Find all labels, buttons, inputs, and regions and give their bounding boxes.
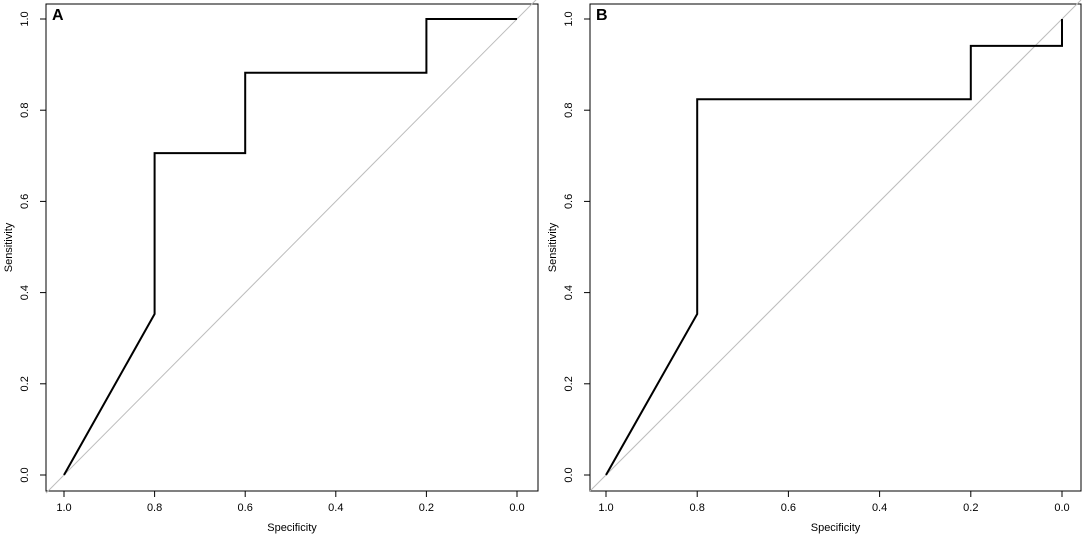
panel-label: B <box>596 7 608 24</box>
plot-frame <box>45 3 539 492</box>
y-axis-title: Sensitivity <box>3 222 15 272</box>
roc-curve <box>63 18 517 476</box>
y-tick-label: 0.0 <box>563 467 575 482</box>
x-tick-label: 0.6 <box>781 502 796 514</box>
y-axis-title: Sensitivity <box>547 222 559 272</box>
y-tick-label: 0.6 <box>563 194 575 209</box>
x-tick-label: 1.0 <box>598 502 613 514</box>
x-tick-label: 0.6 <box>238 502 253 514</box>
x-tick-label: 0.4 <box>872 502 887 514</box>
reference-diagonal <box>589 0 1082 492</box>
x-tick-label: 0.8 <box>147 502 162 514</box>
y-tick-label: 0.2 <box>19 376 31 391</box>
x-axis-title: Specificity <box>811 522 861 534</box>
y-tick-label: 0.6 <box>19 194 31 209</box>
panel-b: B 1.0 0.8 0.6 0.4 0.2 0.0 0.0 0.2 0.4 0.6 0.8 1.0 Spe… <box>547 0 1082 534</box>
panel-a: A 1.0 0.8 0.6 0.4 0.2 0.0 0.0 0.2 0.4 0.6 0.8 1.0 Spe… <box>3 0 539 534</box>
y-tick-label: 1.0 <box>563 11 575 26</box>
x-tick-label: 0.4 <box>328 502 343 514</box>
x-tick-label: 0.2 <box>963 502 978 514</box>
y-tick-label: 1.0 <box>19 11 31 26</box>
plot-frame <box>589 3 1082 492</box>
y-tick-label: 0.2 <box>563 376 575 391</box>
roc-curve <box>605 19 1063 476</box>
x-tick-label: 0.8 <box>690 502 705 514</box>
reference-diagonal <box>45 0 537 494</box>
x-tick-label: 0.2 <box>419 502 434 514</box>
y-tick-label: 0.4 <box>563 285 575 300</box>
panel-label: A <box>52 7 64 24</box>
y-tick-label: 0.8 <box>19 103 31 118</box>
x-axis-title: Specificity <box>267 522 317 534</box>
y-tick-label: 0.0 <box>19 467 31 482</box>
x-tick-label: 0.0 <box>1054 502 1069 514</box>
x-tick-label: 1.0 <box>56 502 71 514</box>
x-tick-label: 0.0 <box>509 502 524 514</box>
y-tick-label: 0.8 <box>563 103 575 118</box>
y-tick-label: 0.4 <box>19 285 31 300</box>
